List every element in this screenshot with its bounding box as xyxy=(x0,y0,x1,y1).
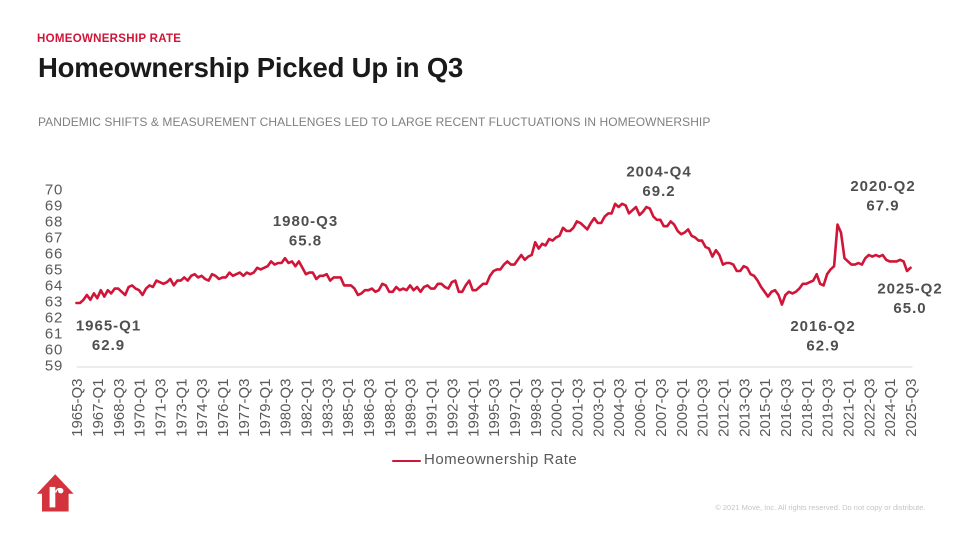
svg-text:65: 65 xyxy=(45,262,63,279)
svg-text:1970-Q1: 1970-Q1 xyxy=(132,379,149,437)
svg-text:69.2: 69.2 xyxy=(642,183,675,200)
svg-text:67: 67 xyxy=(45,230,63,247)
svg-text:62.9: 62.9 xyxy=(92,337,125,354)
svg-text:1988-Q1: 1988-Q1 xyxy=(382,379,399,437)
svg-text:61: 61 xyxy=(45,326,63,343)
svg-text:2006-Q1: 2006-Q1 xyxy=(632,379,649,437)
svg-text:2013-Q3: 2013-Q3 xyxy=(736,379,753,437)
svg-text:1979-Q1: 1979-Q1 xyxy=(257,379,274,437)
svg-text:2015-Q1: 2015-Q1 xyxy=(757,379,774,437)
svg-text:1980-Q3: 1980-Q3 xyxy=(278,379,295,437)
svg-text:60: 60 xyxy=(45,342,63,359)
svg-text:1967-Q1: 1967-Q1 xyxy=(90,379,107,437)
svg-text:70: 70 xyxy=(45,182,63,199)
svg-text:2004-Q4: 2004-Q4 xyxy=(626,164,691,181)
svg-text:1965-Q3: 1965-Q3 xyxy=(69,379,86,437)
svg-text:63: 63 xyxy=(45,294,63,311)
svg-text:1997-Q1: 1997-Q1 xyxy=(507,379,524,437)
svg-text:2018-Q1: 2018-Q1 xyxy=(799,379,816,437)
svg-text:65.8: 65.8 xyxy=(289,233,322,250)
svg-text:2007-Q3: 2007-Q3 xyxy=(653,379,670,437)
svg-text:2022-Q3: 2022-Q3 xyxy=(861,379,878,437)
svg-text:1985-Q1: 1985-Q1 xyxy=(340,379,357,437)
svg-text:1994-Q1: 1994-Q1 xyxy=(465,379,482,437)
svg-text:2010-Q3: 2010-Q3 xyxy=(695,379,712,437)
svg-text:2012-Q1: 2012-Q1 xyxy=(716,379,733,437)
svg-text:2016-Q2: 2016-Q2 xyxy=(790,318,855,335)
svg-text:1976-Q1: 1976-Q1 xyxy=(215,379,232,437)
svg-text:1982-Q1: 1982-Q1 xyxy=(299,379,316,437)
svg-text:1986-Q3: 1986-Q3 xyxy=(361,379,378,437)
svg-text:2016-Q3: 2016-Q3 xyxy=(778,379,795,437)
svg-text:2019-Q3: 2019-Q3 xyxy=(820,379,837,437)
svg-text:1980-Q3: 1980-Q3 xyxy=(273,213,338,230)
svg-text:2020-Q2: 2020-Q2 xyxy=(850,178,915,195)
svg-text:2009-Q1: 2009-Q1 xyxy=(674,379,691,437)
svg-text:1991-Q1: 1991-Q1 xyxy=(424,379,441,437)
svg-text:2000-Q1: 2000-Q1 xyxy=(549,379,566,437)
svg-text:62.9: 62.9 xyxy=(806,338,839,355)
svg-text:2001-Q3: 2001-Q3 xyxy=(570,379,587,437)
svg-text:2024-Q1: 2024-Q1 xyxy=(882,379,899,437)
svg-text:67.9: 67.9 xyxy=(866,198,899,215)
svg-text:64: 64 xyxy=(45,278,63,295)
svg-text:2025-Q3: 2025-Q3 xyxy=(903,379,920,437)
svg-text:1973-Q1: 1973-Q1 xyxy=(173,379,190,437)
svg-text:68: 68 xyxy=(45,214,63,231)
svg-text:1989-Q3: 1989-Q3 xyxy=(403,379,420,437)
svg-text:59: 59 xyxy=(45,358,63,375)
svg-text:1995-Q3: 1995-Q3 xyxy=(486,379,503,437)
svg-text:1974-Q3: 1974-Q3 xyxy=(194,379,211,437)
svg-text:69: 69 xyxy=(45,198,63,215)
svg-text:2004-Q3: 2004-Q3 xyxy=(611,379,628,437)
svg-text:62: 62 xyxy=(45,310,63,327)
svg-text:1992-Q3: 1992-Q3 xyxy=(444,379,461,437)
svg-text:65.0: 65.0 xyxy=(893,300,926,317)
svg-text:1998-Q3: 1998-Q3 xyxy=(528,379,545,437)
svg-text:1965-Q1: 1965-Q1 xyxy=(76,318,141,335)
svg-text:1983-Q3: 1983-Q3 xyxy=(319,379,336,437)
svg-text:66: 66 xyxy=(45,246,63,263)
svg-text:1971-Q3: 1971-Q3 xyxy=(153,379,170,437)
svg-text:2021-Q1: 2021-Q1 xyxy=(841,379,858,437)
svg-text:1977-Q3: 1977-Q3 xyxy=(236,379,253,437)
svg-text:2003-Q1: 2003-Q1 xyxy=(590,379,607,437)
svg-text:1968-Q3: 1968-Q3 xyxy=(111,379,128,437)
svg-text:2025-Q2: 2025-Q2 xyxy=(877,281,942,298)
